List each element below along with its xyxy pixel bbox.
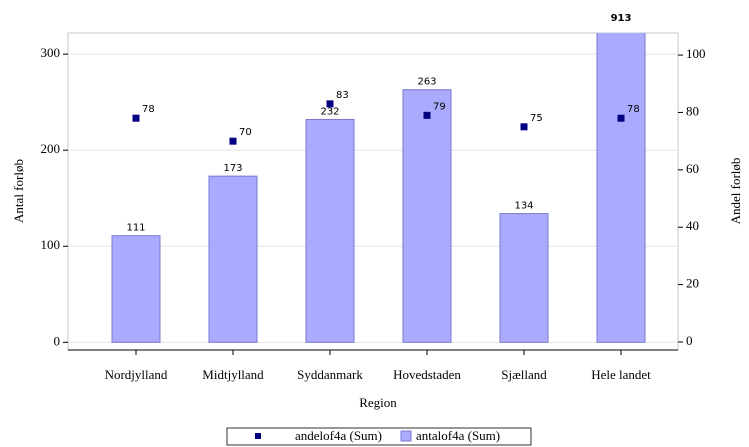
bar: [596, 33, 646, 343]
y2-tick-label: 20: [686, 276, 699, 291]
marker-value-label: 78: [627, 104, 640, 115]
marker: [326, 100, 334, 108]
bar-value-label: 913: [611, 13, 632, 24]
y2-tick-label: 60: [686, 161, 699, 176]
bar-value-label: 232: [320, 106, 339, 117]
bar: [305, 118, 355, 343]
bar-value-label: 111: [126, 223, 145, 234]
plot-frame: [67, 32, 679, 351]
marker: [132, 114, 140, 122]
y-tick-label: 200: [41, 141, 61, 156]
marker-value-label: 70: [239, 127, 252, 138]
x-tick-label: Nordjylland: [105, 367, 168, 382]
x-tick-label: Hovedstaden: [393, 367, 461, 382]
x-tick-label: Hele landet: [591, 367, 651, 382]
bar-value-label: 173: [223, 163, 242, 174]
x-axis-label: Region: [359, 395, 397, 410]
bar: [208, 175, 258, 343]
legend-marker: [255, 433, 261, 439]
bar: [499, 213, 549, 343]
y-axis-label: Antal forløb: [11, 159, 26, 223]
legend-label: antalof4a (Sum): [416, 428, 500, 443]
marker: [229, 137, 237, 145]
bar: [402, 89, 452, 343]
y2-tick-label: 80: [686, 103, 699, 118]
y2-tick-label: 40: [686, 218, 699, 233]
legend-swatch: [400, 430, 412, 442]
legend-label: andelof4a (Sum): [295, 428, 382, 443]
y-tick-label: 300: [41, 45, 61, 60]
marker-value-label: 78: [142, 104, 155, 115]
x-tick-label: Syddanmark: [297, 367, 363, 382]
y-tick-label: 0: [54, 333, 61, 348]
bar: [111, 235, 161, 343]
y2-tick-label: 100: [686, 46, 706, 61]
bar-value-label: 134: [514, 201, 533, 212]
marker: [617, 114, 625, 122]
legend-box: [226, 427, 532, 446]
marker-value-label: 75: [530, 113, 543, 124]
marker-value-label: 79: [433, 101, 446, 112]
marker: [520, 123, 528, 131]
x-tick-label: Midtjylland: [202, 367, 264, 382]
marker-value-label: 83: [336, 90, 349, 101]
y-tick-label: 100: [41, 237, 61, 252]
x-tick-label: Sjælland: [501, 367, 547, 382]
bar-value-label: 263: [417, 77, 436, 88]
y2-tick-label: 0: [686, 333, 693, 348]
y2-axis-label: Andel forløb: [728, 158, 743, 225]
marker: [423, 111, 431, 119]
